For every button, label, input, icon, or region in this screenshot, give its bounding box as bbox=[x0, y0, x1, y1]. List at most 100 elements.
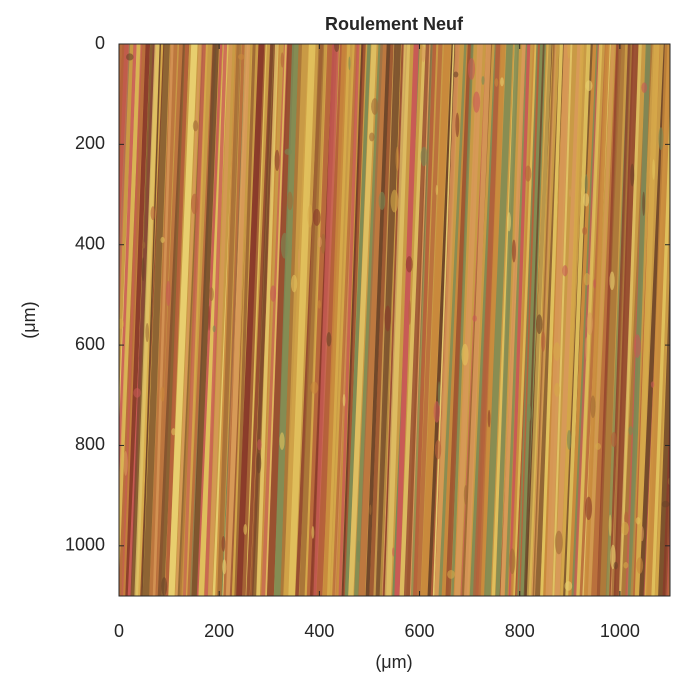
speck bbox=[171, 428, 176, 436]
speck bbox=[624, 511, 629, 525]
stripe bbox=[365, 44, 391, 596]
stripe bbox=[676, 44, 683, 596]
speck bbox=[463, 485, 468, 505]
stripe bbox=[669, 594, 670, 596]
speck bbox=[390, 189, 399, 213]
stripe bbox=[256, 44, 280, 596]
stripe bbox=[412, 44, 437, 596]
y-tick-label: 600 bbox=[75, 334, 105, 354]
stripe bbox=[416, 44, 443, 596]
stripe bbox=[152, 44, 174, 596]
speck bbox=[356, 540, 361, 563]
stripe bbox=[677, 44, 683, 596]
speck bbox=[123, 450, 128, 476]
speck bbox=[320, 233, 326, 254]
speck bbox=[524, 165, 532, 182]
speck bbox=[583, 193, 590, 207]
stripe bbox=[81, 44, 104, 596]
speck bbox=[661, 500, 670, 508]
speck bbox=[453, 71, 459, 78]
speck bbox=[310, 381, 319, 394]
speck bbox=[540, 331, 546, 352]
stripe bbox=[191, 44, 220, 596]
speck bbox=[623, 562, 629, 569]
stripe bbox=[618, 44, 642, 596]
stripe bbox=[671, 44, 683, 596]
speck bbox=[609, 271, 615, 291]
speck bbox=[584, 174, 588, 194]
stripe bbox=[344, 44, 371, 596]
stripe bbox=[313, 44, 340, 596]
speck bbox=[326, 332, 332, 347]
stripe bbox=[338, 44, 360, 596]
speck bbox=[640, 526, 644, 542]
speck bbox=[392, 547, 395, 557]
speck bbox=[635, 517, 641, 525]
stripe bbox=[599, 44, 626, 596]
stripe bbox=[326, 44, 351, 596]
stripe bbox=[85, 44, 105, 596]
speck bbox=[593, 279, 596, 289]
speck bbox=[126, 53, 134, 61]
stripe bbox=[384, 44, 411, 596]
y-axis-label: (μm) bbox=[19, 301, 39, 338]
speck bbox=[583, 273, 591, 286]
speck bbox=[536, 314, 543, 334]
speck bbox=[192, 120, 199, 132]
stripe bbox=[517, 44, 539, 596]
stripe bbox=[587, 44, 615, 596]
speck bbox=[290, 274, 298, 293]
speck bbox=[284, 148, 292, 156]
speck bbox=[378, 191, 386, 210]
speck bbox=[317, 300, 321, 309]
speck bbox=[633, 334, 641, 359]
speck bbox=[435, 184, 439, 196]
speck bbox=[509, 548, 516, 575]
stripe bbox=[234, 44, 256, 596]
x-tick-label: 1000 bbox=[600, 621, 640, 641]
stripe bbox=[245, 44, 267, 596]
stripe bbox=[634, 44, 660, 596]
speck bbox=[408, 300, 411, 325]
speck bbox=[212, 325, 216, 333]
stripe bbox=[80, 44, 104, 596]
y-tick-label: 0 bbox=[95, 33, 105, 53]
speck bbox=[610, 432, 617, 448]
speck bbox=[585, 80, 593, 92]
stripe bbox=[241, 44, 266, 596]
speck bbox=[384, 305, 391, 332]
stripe bbox=[495, 44, 520, 596]
speck bbox=[371, 98, 379, 115]
stripe bbox=[409, 44, 431, 596]
speck bbox=[636, 557, 644, 574]
stripe bbox=[424, 44, 448, 596]
stripe bbox=[273, 44, 299, 596]
x-tick-label: 600 bbox=[405, 621, 435, 641]
speck bbox=[667, 477, 670, 486]
stripe bbox=[651, 102, 670, 596]
speck bbox=[395, 146, 400, 172]
speck bbox=[421, 45, 426, 63]
speck bbox=[270, 285, 277, 302]
speck bbox=[142, 241, 146, 249]
speck bbox=[287, 191, 293, 211]
stripe bbox=[266, 44, 295, 596]
speck bbox=[307, 204, 313, 228]
stripe bbox=[451, 44, 474, 596]
stripe bbox=[523, 44, 545, 596]
speck bbox=[447, 570, 455, 579]
stripe bbox=[667, 532, 670, 596]
stripe bbox=[134, 44, 161, 596]
stripe bbox=[142, 44, 170, 596]
speck bbox=[297, 248, 301, 273]
speck bbox=[500, 77, 504, 87]
speck bbox=[566, 429, 572, 450]
speck bbox=[221, 535, 226, 552]
speck bbox=[455, 112, 460, 138]
stripe bbox=[182, 44, 207, 596]
speck bbox=[590, 395, 596, 419]
stripe bbox=[299, 44, 325, 596]
stripe bbox=[545, 44, 571, 596]
speck bbox=[481, 75, 485, 85]
